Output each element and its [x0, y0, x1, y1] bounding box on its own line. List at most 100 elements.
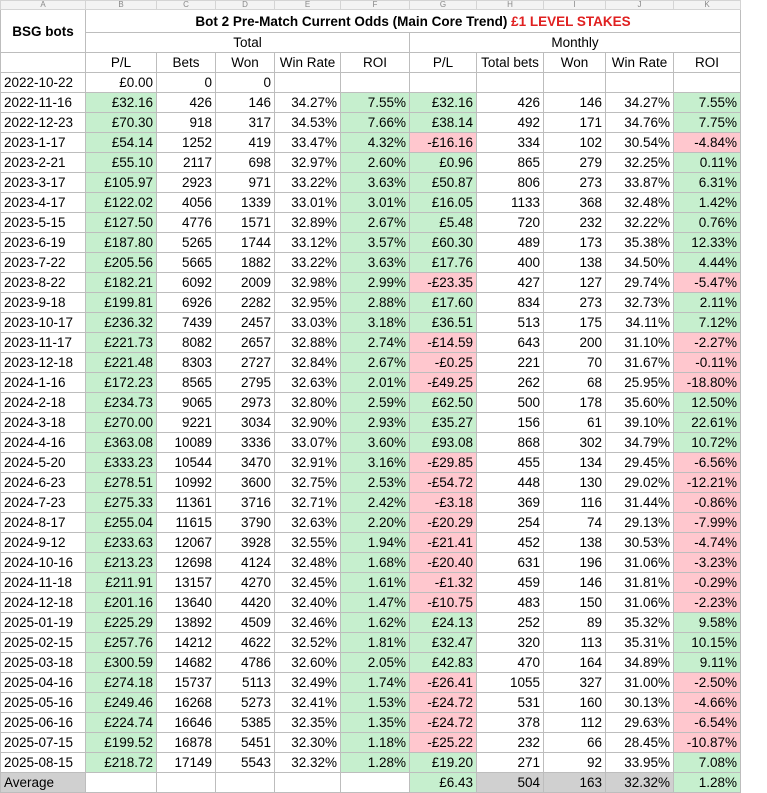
total-winrate-cell[interactable]: 32.40% [274, 592, 341, 613]
total-pl-cell[interactable]: £55.10 [85, 152, 157, 173]
corner-label-cell[interactable]: BSG bots [0, 9, 86, 53]
monthly-bets-cell[interactable]: 834 [476, 292, 544, 313]
date-cell[interactable]: 2024-9-12 [0, 532, 86, 553]
total-bets-cell[interactable]: 4776 [156, 212, 216, 233]
date-cell[interactable]: 2024-8-17 [0, 512, 86, 533]
total-bets-cell[interactable]: 10089 [156, 432, 216, 453]
total-bets-cell[interactable]: 2923 [156, 172, 216, 193]
date-cell[interactable]: 2024-4-16 [0, 432, 86, 453]
date-cell[interactable]: 2024-2-18 [0, 392, 86, 413]
total-bets-cell[interactable]: 16646 [156, 712, 216, 733]
total-bets-cell[interactable]: 15737 [156, 672, 216, 693]
date-cell[interactable]: 2025-02-15 [0, 632, 86, 653]
column-header[interactable]: I [543, 0, 606, 10]
total-pl-cell[interactable]: £218.72 [85, 752, 157, 773]
monthly-winrate-cell[interactable]: 30.13% [605, 692, 674, 713]
monthly-won-cell[interactable]: 92 [543, 752, 606, 773]
monthly-winrate-cell[interactable]: 28.45% [605, 732, 674, 753]
monthly-winrate-cell[interactable]: 34.79% [605, 432, 674, 453]
date-cell[interactable]: 2023-5-15 [0, 212, 86, 233]
monthly-pl-cell[interactable]: -£16.16 [409, 132, 477, 153]
column-label[interactable]: Won [215, 52, 275, 73]
date-cell[interactable]: 2024-11-18 [0, 572, 86, 593]
total-winrate-cell[interactable]: 32.52% [274, 632, 341, 653]
total-pl-cell[interactable]: £105.97 [85, 172, 157, 193]
monthly-won-cell[interactable]: 160 [543, 692, 606, 713]
monthly-won-cell[interactable]: 279 [543, 152, 606, 173]
monthly-won-cell[interactable]: 273 [543, 172, 606, 193]
monthly-bets-cell[interactable]: 1133 [476, 192, 544, 213]
monthly-won-cell[interactable]: 302 [543, 432, 606, 453]
monthly-pl-cell[interactable]: -£10.75 [409, 592, 477, 613]
total-pl-cell[interactable]: £225.29 [85, 612, 157, 633]
total-won-cell[interactable]: 4420 [215, 592, 275, 613]
monthly-won-cell[interactable]: 171 [543, 112, 606, 133]
monthly-bets-cell[interactable]: 426 [476, 92, 544, 113]
monthly-won-cell[interactable]: 116 [543, 492, 606, 513]
total-winrate-cell[interactable]: 32.88% [274, 332, 341, 353]
total-winrate-cell[interactable]: 32.41% [274, 692, 341, 713]
total-won-cell[interactable]: 419 [215, 132, 275, 153]
column-label[interactable]: Won [543, 52, 606, 73]
column-header[interactable]: D [215, 0, 275, 10]
monthly-winrate-cell[interactable]: 34.27% [605, 92, 674, 113]
total-pl-cell[interactable]: £221.48 [85, 352, 157, 373]
monthly-roi-cell[interactable]: 4.44% [673, 252, 741, 273]
monthly-won-cell[interactable]: 127 [543, 272, 606, 293]
total-pl-cell[interactable]: £32.16 [85, 92, 157, 113]
date-cell[interactable]: 2023-11-17 [0, 332, 86, 353]
monthly-pl-cell[interactable]: -£26.41 [409, 672, 477, 693]
monthly-winrate-cell[interactable]: 35.38% [605, 232, 674, 253]
total-bets-cell[interactable]: 5265 [156, 232, 216, 253]
total-won-cell[interactable]: 3928 [215, 532, 275, 553]
date-cell[interactable]: 2024-6-23 [0, 472, 86, 493]
monthly-roi-cell[interactable]: -18.80% [673, 372, 741, 393]
monthly-won-cell[interactable]: 89 [543, 612, 606, 633]
total-roi-cell[interactable]: 3.18% [340, 312, 410, 333]
total-pl-cell[interactable]: £187.80 [85, 232, 157, 253]
monthly-bets-cell[interactable]: 720 [476, 212, 544, 233]
column-label[interactable]: Win Rate [274, 52, 341, 73]
monthly-pl-cell[interactable]: £50.87 [409, 172, 477, 193]
total-pl-cell[interactable]: £211.91 [85, 572, 157, 593]
total-roi-cell[interactable]: 2.59% [340, 392, 410, 413]
monthly-bets-cell[interactable] [476, 72, 544, 93]
total-winrate-cell[interactable]: 33.01% [274, 192, 341, 213]
monthly-bets-cell[interactable]: 378 [476, 712, 544, 733]
total-roi-cell[interactable]: 7.55% [340, 92, 410, 113]
total-won-cell[interactable]: 4270 [215, 572, 275, 593]
monthly-roi-cell[interactable]: -4.74% [673, 532, 741, 553]
total-roi-cell[interactable]: 2.88% [340, 292, 410, 313]
monthly-bets-cell[interactable]: 865 [476, 152, 544, 173]
monthly-winrate-cell[interactable]: 34.89% [605, 652, 674, 673]
total-pl-cell[interactable]: £233.63 [85, 532, 157, 553]
total-won-cell[interactable]: 971 [215, 172, 275, 193]
monthly-pl-cell[interactable]: £17.76 [409, 252, 477, 273]
total-roi-cell[interactable]: 4.32% [340, 132, 410, 153]
monthly-roi-cell[interactable]: 2.11% [673, 292, 741, 313]
monthly-pl-cell[interactable]: £38.14 [409, 112, 477, 133]
total-won-cell[interactable]: 3716 [215, 492, 275, 513]
total-won-cell[interactable]: 146 [215, 92, 275, 113]
total-bets-cell[interactable]: 13157 [156, 572, 216, 593]
monthly-won-cell[interactable]: 134 [543, 452, 606, 473]
monthly-winrate-cell[interactable]: 33.95% [605, 752, 674, 773]
monthly-pl-cell[interactable]: -£0.25 [409, 352, 477, 373]
total-bets-cell[interactable]: 6926 [156, 292, 216, 313]
monthly-bets-cell[interactable]: 492 [476, 112, 544, 133]
date-cell[interactable]: 2024-12-18 [0, 592, 86, 613]
monthly-won-cell[interactable]: 164 [543, 652, 606, 673]
monthly-winrate-cell[interactable]: 25.95% [605, 372, 674, 393]
average-roi[interactable]: 1.28% [673, 772, 741, 793]
average-bets[interactable]: 504 [476, 772, 544, 793]
monthly-roi-cell[interactable]: 7.12% [673, 312, 741, 333]
monthly-won-cell[interactable]: 113 [543, 632, 606, 653]
column-header[interactable]: E [274, 0, 341, 10]
total-won-cell[interactable]: 698 [215, 152, 275, 173]
total-pl-cell[interactable]: £127.50 [85, 212, 157, 233]
total-winrate-cell[interactable]: 33.22% [274, 252, 341, 273]
monthly-roi-cell[interactable]: -3.23% [673, 552, 741, 573]
total-won-cell[interactable]: 4509 [215, 612, 275, 633]
total-roi-cell[interactable]: 1.28% [340, 752, 410, 773]
monthly-pl-cell[interactable]: £16.05 [409, 192, 477, 213]
